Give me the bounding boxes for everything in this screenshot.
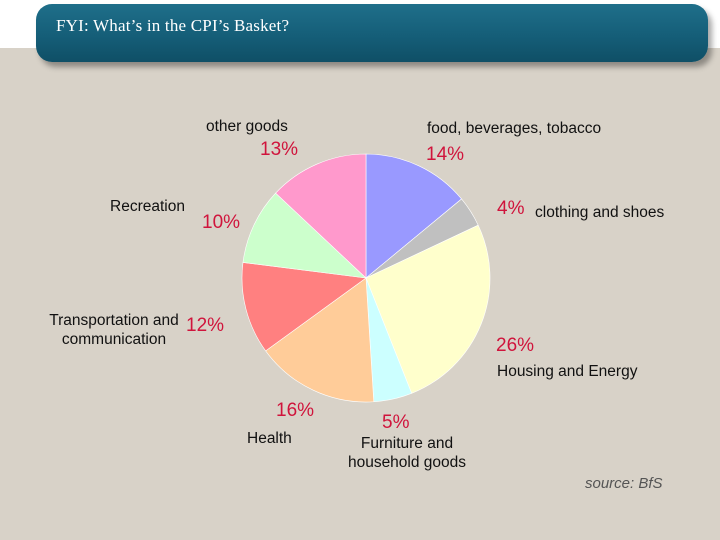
- pct-health: 16%: [276, 400, 315, 421]
- label-furniture: Furniture and household goods: [347, 435, 467, 471]
- source-note: source: BfS: [585, 475, 663, 492]
- label-health: Health: [247, 430, 292, 447]
- label-food: food, beverages, tobacco: [427, 120, 602, 137]
- pct-other-goods: 13%: [260, 139, 299, 160]
- label-housing: Housing and Energy: [497, 363, 638, 380]
- label-recreation: Recreation: [110, 198, 185, 215]
- pct-housing: 26%: [496, 335, 535, 356]
- pie-slice-recreation: [242, 192, 367, 279]
- pct-food: 14%: [426, 144, 465, 165]
- pct-furniture: 5%: [382, 412, 410, 433]
- pie-slice-other-goods: [275, 153, 367, 279]
- label-clothing: clothing and shoes: [535, 204, 665, 221]
- pct-clothing: 4%: [497, 198, 525, 219]
- pie-slice-food-beverages-tobacco: [365, 153, 462, 279]
- label-transportation: Transportation and communication: [49, 312, 179, 348]
- pie-slice-transportation-and-communication: [241, 262, 367, 352]
- pie-slice-health: [265, 277, 375, 403]
- pct-transportation: 12%: [186, 315, 225, 336]
- title-bar: FYI: What’s in the CPI’s Basket?: [36, 4, 708, 62]
- slide-title: FYI: What’s in the CPI’s Basket?: [56, 16, 290, 35]
- pie-slice-housing-and-energy: [365, 224, 491, 394]
- pct-recreation: 10%: [202, 212, 241, 233]
- label-other-goods: other goods: [206, 118, 288, 135]
